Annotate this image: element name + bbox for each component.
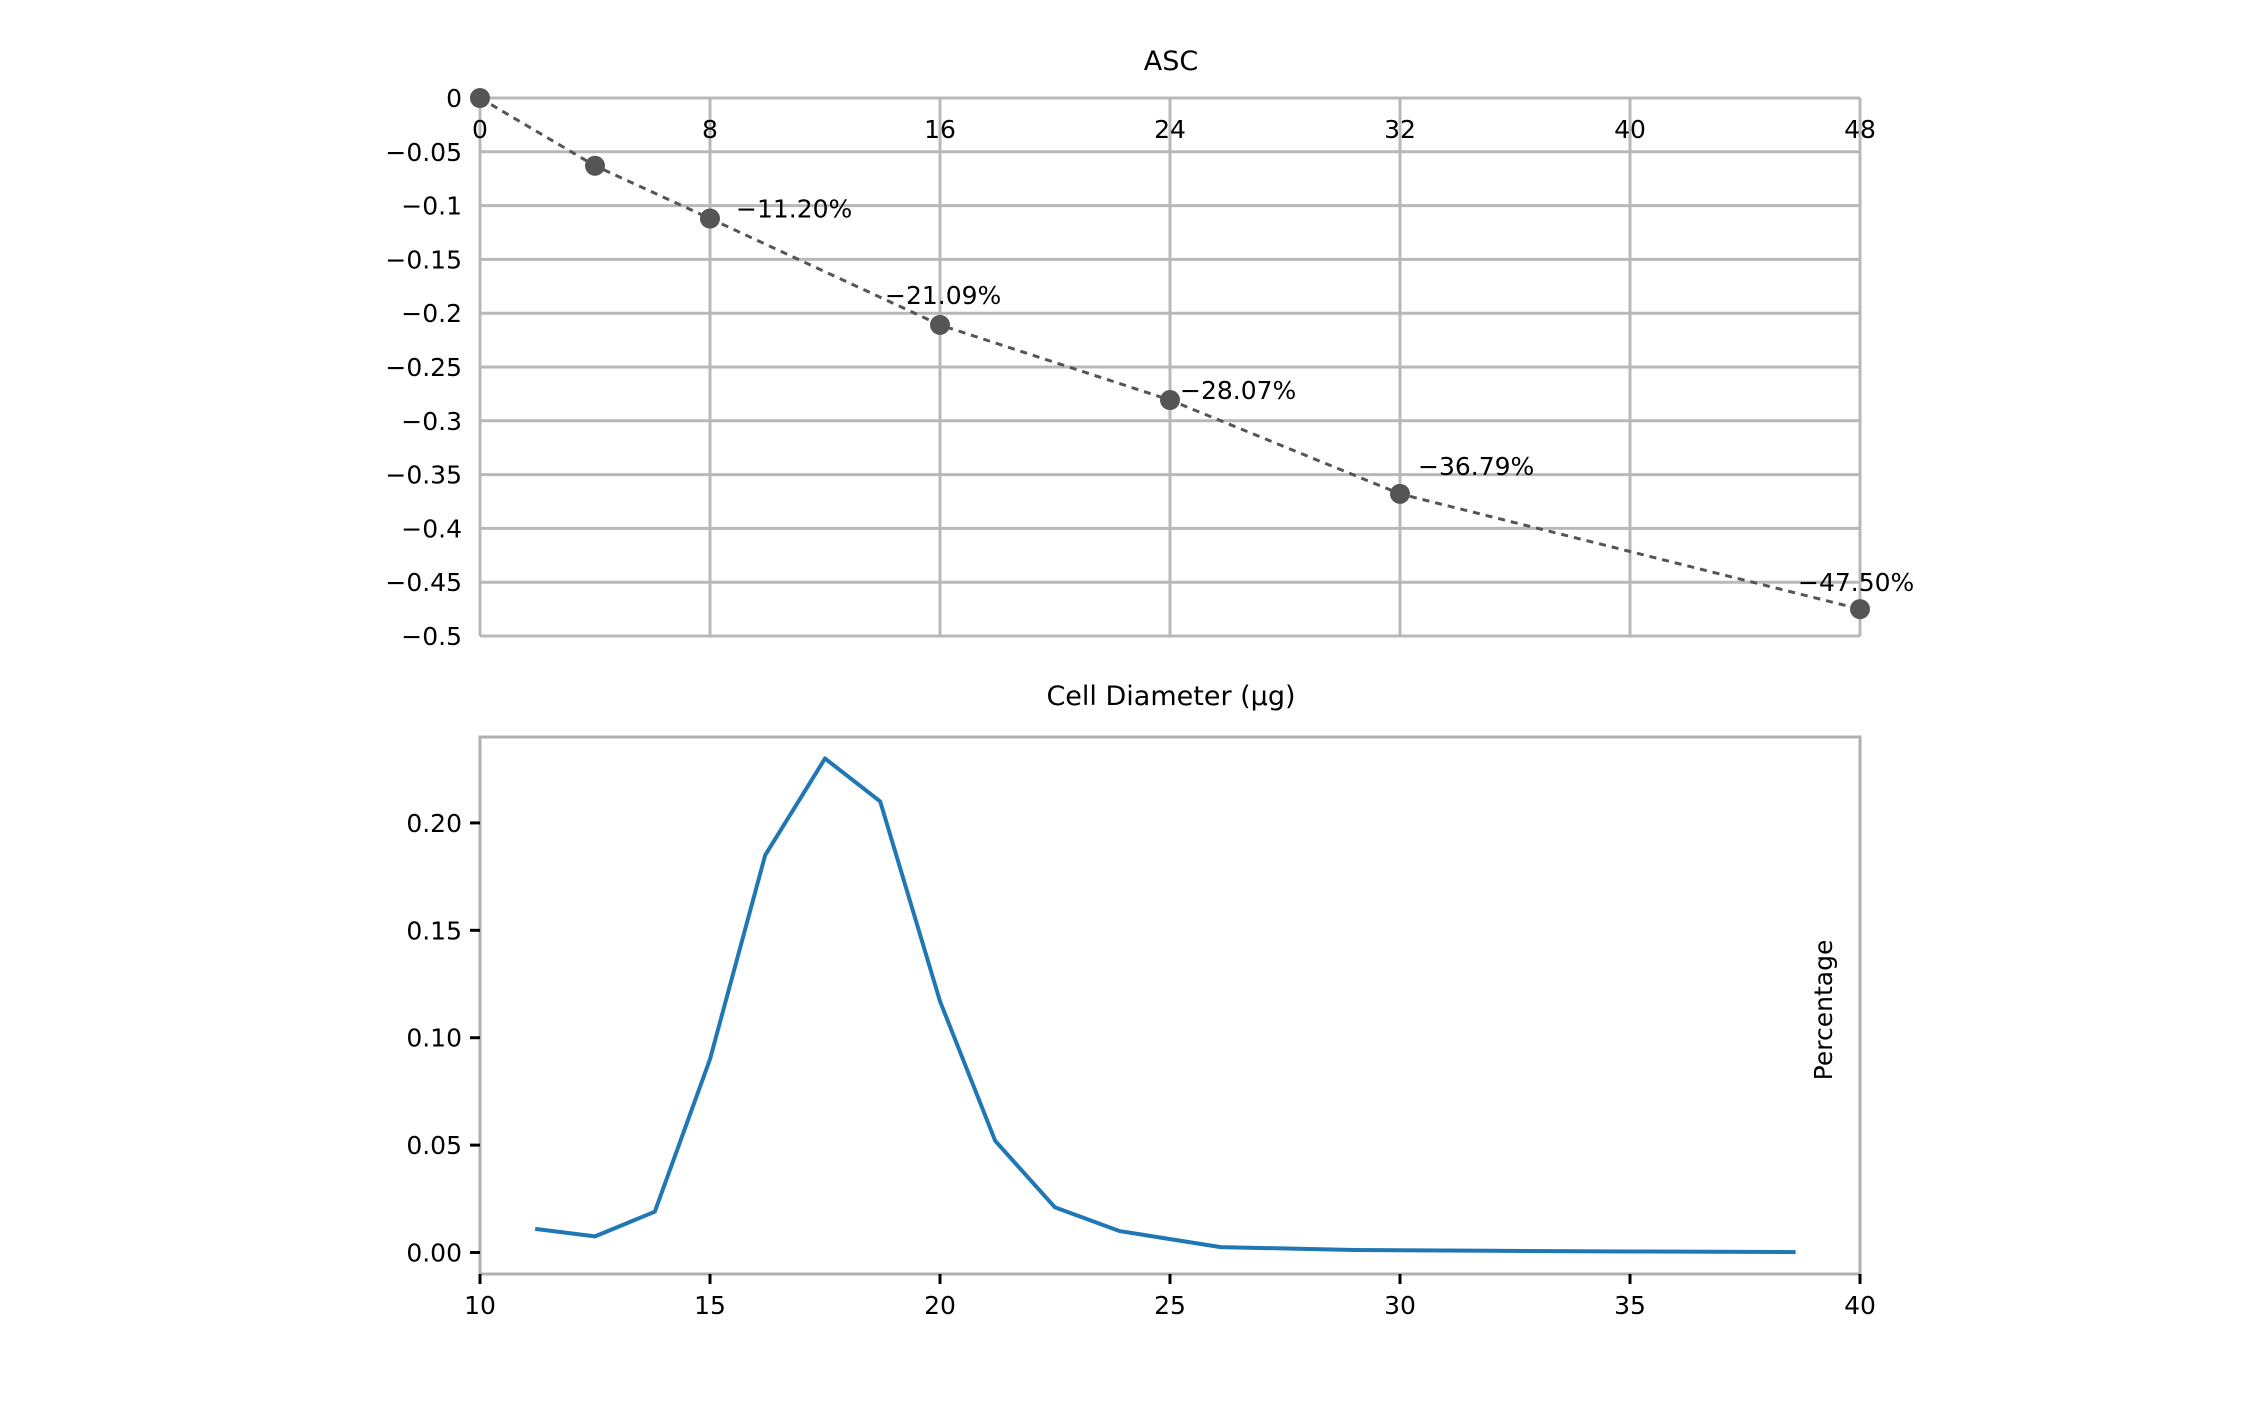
asc-y-tick-label: −0.45 bbox=[385, 568, 462, 597]
asc-x-tick-label: 8 bbox=[702, 115, 718, 144]
asc-x-tick-label: 0 bbox=[472, 115, 488, 144]
asc-series bbox=[470, 88, 1870, 620]
cell-diameter-y-tick-label: 0.10 bbox=[406, 1024, 462, 1053]
asc-y-tick-label: −0.05 bbox=[385, 138, 462, 167]
asc-y-tick-label: −0.4 bbox=[401, 514, 462, 543]
cell-diameter-x-tick-label: 20 bbox=[924, 1291, 956, 1320]
asc-data-point bbox=[1390, 483, 1410, 504]
asc-y-tick-label: −0.25 bbox=[385, 353, 462, 382]
cell-diameter-x-tick-label: 40 bbox=[1844, 1291, 1876, 1320]
asc-x-tick-label: 16 bbox=[924, 115, 956, 144]
asc-chart-title: ASC bbox=[1144, 46, 1198, 77]
asc-y-tick-label: −0.15 bbox=[385, 245, 462, 274]
cell-diameter-chart-title: Cell Diameter (μg) bbox=[1046, 681, 1295, 712]
asc-data-label: −28.07% bbox=[1180, 376, 1296, 405]
cell-diameter-y-label: Percentage bbox=[1809, 940, 1838, 1081]
asc-x-tick-label: 48 bbox=[1844, 115, 1876, 144]
asc-y-tick-label: −0.5 bbox=[401, 622, 462, 651]
cell-diameter-plot-frame bbox=[478, 735, 1862, 1276]
asc-data-point bbox=[585, 155, 605, 176]
cell-diameter-series-line bbox=[534, 756, 1796, 1255]
asc-data-point bbox=[470, 88, 490, 108]
asc-data-point bbox=[930, 314, 950, 335]
asc-y-axis: 0 −0.05 −0.1 −0.15 −0.2 −0.25 −0.3 −0.35 −0.4 −0.… bbox=[385, 84, 462, 651]
cell-diameter-x-tick-label: 30 bbox=[1384, 1291, 1416, 1320]
cell-diameter-y-tick-label: 0.20 bbox=[406, 809, 462, 838]
asc-data-point bbox=[1160, 390, 1180, 411]
asc-y-tick-label: 0 bbox=[446, 84, 462, 113]
asc-y-tick-label: −0.3 bbox=[401, 407, 462, 436]
asc-grid bbox=[478, 96, 1862, 638]
cell-diameter-x-axis: 10 15 20 25 30 35 40 bbox=[464, 1274, 1876, 1320]
asc-y-tick-label: −0.2 bbox=[401, 299, 462, 328]
asc-x-tick-label: 24 bbox=[1154, 115, 1186, 144]
cell-diameter-y-axis: 0.00 0.05 0.10 0.15 0.20 bbox=[406, 809, 480, 1268]
cell-diameter-x-tick-label: 35 bbox=[1614, 1291, 1646, 1320]
cell-diameter-x-tick-label: 15 bbox=[694, 1291, 726, 1320]
asc-x-tick-label: 40 bbox=[1614, 115, 1646, 144]
asc-y-tick-label: −0.1 bbox=[401, 192, 462, 221]
asc-y-tick-label: −0.35 bbox=[385, 461, 462, 490]
asc-chart: ASC 0 8 16 24 32 40 48 0 −0.05 −0.1 −0.15 −0.2 −0.2… bbox=[385, 46, 1914, 651]
asc-x-axis: 0 8 16 24 32 40 48 bbox=[472, 115, 1876, 144]
cell-diameter-series bbox=[534, 756, 1796, 1255]
asc-data-label: −36.79% bbox=[1418, 452, 1534, 481]
asc-x-tick-label: 32 bbox=[1384, 115, 1416, 144]
asc-annotations: −11.20% −21.09% −28.07% −36.79% −47.50% bbox=[736, 195, 1914, 598]
asc-data-point bbox=[700, 208, 720, 229]
cell-diameter-chart: Cell Diameter (μg) 10 15 20 25 30 35 40 0.000.… bbox=[406, 681, 1876, 1320]
cell-diameter-x-tick-label: 10 bbox=[464, 1291, 496, 1320]
cell-diameter-x-tick-label: 25 bbox=[1154, 1291, 1186, 1320]
asc-data-label: −21.09% bbox=[885, 281, 1001, 310]
asc-data-point bbox=[1850, 599, 1870, 620]
cell-diameter-y-tick-label: 0.15 bbox=[406, 916, 462, 945]
cell-diameter-y-tick-label: 0.05 bbox=[406, 1131, 462, 1160]
asc-data-label: −47.50% bbox=[1798, 568, 1914, 597]
asc-data-label: −11.20% bbox=[736, 195, 852, 224]
cell-diameter-y-tick-label: 0.00 bbox=[406, 1239, 462, 1268]
